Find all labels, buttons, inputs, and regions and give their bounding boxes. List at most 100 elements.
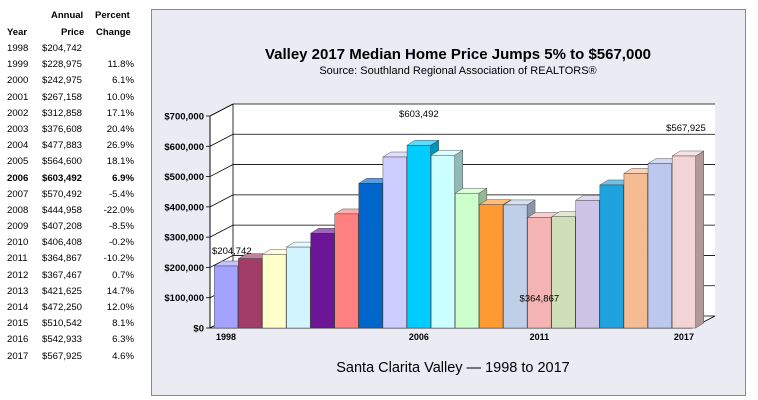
price-cell: $477,883 (42, 140, 83, 152)
chart-footer: Santa Clarita Valley — 1998 to 2017 (336, 360, 570, 376)
y-tick-label: $600,000 (164, 142, 204, 153)
y-tick-label: $400,000 (164, 202, 204, 213)
bar-chart: Valley 2017 Median Home Price Jumps 5% t… (164, 46, 716, 376)
header-annual: Annual (51, 10, 84, 21)
table-row: 2004 $477,883 26.9% (0, 138, 150, 154)
bar-side (695, 150, 704, 329)
bar-front (262, 254, 287, 329)
change-cell: -10.2% (103, 253, 134, 265)
year-cell: 2017 (7, 350, 29, 362)
change-cell: 10.0% (106, 91, 134, 103)
data-label-2011: $364,867 (520, 293, 560, 304)
year-cell: 1999 (7, 59, 29, 71)
table-row: 2001 $267,158 10.0% (0, 90, 150, 106)
year-cell: 2015 (7, 318, 29, 330)
table-row: 2003 $376,608 20.4% (0, 122, 150, 138)
header-change: Change (96, 27, 131, 38)
bar-front (358, 183, 383, 329)
x-tick-label: 1998 (216, 332, 236, 342)
price-cell: $406,408 (42, 237, 83, 249)
bar-front (406, 145, 431, 329)
price-cell: $367,467 (42, 269, 83, 281)
change-cell: 18.1% (106, 156, 134, 168)
data-label-2017: $567,925 (666, 123, 706, 134)
table-row: 2006 $603,492 6.9% (0, 171, 150, 187)
bar-2017 (671, 150, 705, 329)
gridline (209, 164, 715, 177)
year-cell: 2012 (7, 269, 29, 281)
price-cell: $472,250 (42, 302, 83, 313)
change-cell: 12.0% (106, 302, 134, 313)
table-row: 2011 $364,867 -10.2% (0, 251, 150, 267)
bar-front (455, 193, 480, 329)
change-cell: -0.2% (108, 237, 134, 249)
bar-front (503, 204, 528, 329)
price-table: Annual Percent Year Price Change 1998 $20… (0, 0, 150, 400)
price-cell: $570,492 (42, 188, 83, 200)
y-tick-label: $200,000 (164, 263, 204, 274)
price-cell: $564,600 (42, 156, 83, 168)
change-cell: -5.4% (108, 188, 134, 200)
price-cell: $407,208 (42, 221, 83, 233)
header-year: Year (7, 27, 28, 38)
bar-front (551, 216, 576, 329)
table-row: 1998 $204,742 (0, 41, 150, 57)
gridline (209, 194, 715, 208)
y-tick-label: $300,000 (164, 233, 204, 244)
bar-front (430, 155, 455, 329)
year-cell: 2004 (7, 140, 29, 152)
bar-front (527, 217, 552, 329)
year-cell: 2002 (7, 107, 29, 119)
year-cell: 2013 (7, 285, 29, 297)
table-body: 1998 $204,742 1999 $228,975 11.8% 2000 $242,97… (0, 41, 150, 365)
change-cell: 6.1% (112, 75, 134, 87)
gridline (209, 103, 715, 117)
bar-front (575, 200, 600, 329)
y-tick-label: $700,000 (164, 112, 204, 123)
gridline (209, 133, 715, 147)
table-row: 1999 $228,975 11.8% (0, 57, 150, 73)
price-cell: $567,925 (42, 350, 83, 362)
change-cell: -8.5% (108, 221, 134, 233)
bar-front (310, 233, 335, 329)
price-cell: $421,625 (42, 285, 83, 297)
x-tick-label: 2006 (409, 332, 429, 342)
bar-front (286, 246, 311, 329)
data-label-1998: $204,742 (212, 246, 252, 257)
year-cell: 2007 (7, 188, 29, 200)
bar-front (479, 204, 504, 329)
change-cell: -22.0% (103, 204, 134, 216)
y-tick-label: $100,000 (164, 293, 204, 304)
table-row: 2005 $564,600 18.1% (0, 154, 150, 170)
year-cell: 2003 (7, 123, 29, 135)
price-cell: $364,867 (42, 253, 83, 265)
table-row: 2017 $567,925 4.6% (0, 349, 150, 365)
price-cell: $312,858 (42, 107, 83, 119)
price-cell: $267,158 (42, 91, 83, 103)
y-tick-label: $500,000 (164, 172, 204, 183)
table-row: 2008 $444,958 -22.0% (0, 203, 150, 219)
table-row: 2007 $570,492 -5.4% (0, 187, 150, 203)
header-percent: Percent (95, 10, 130, 21)
header-price: Price (61, 27, 85, 38)
bar-front (623, 173, 648, 329)
price-cell: $204,742 (42, 43, 83, 54)
chart-title: Valley 2017 Median Home Price Jumps 5% t… (265, 46, 651, 63)
price-cell: $542,933 (42, 334, 83, 346)
chart-subtitle: Source: Southland Regional Association o… (319, 65, 596, 77)
table-row: 2000 $242,975 6.1% (0, 73, 150, 89)
table-row: 2013 $421,625 14.7% (0, 284, 150, 300)
change-cell: 17.1% (106, 107, 134, 119)
bar-front (647, 163, 672, 329)
year-cell: 2010 (7, 237, 29, 249)
price-cell: $242,975 (42, 75, 83, 87)
price-cell: $228,975 (42, 59, 83, 71)
data-label-2006: $603,492 (399, 109, 439, 120)
bar-front (599, 184, 624, 329)
price-cell: $376,608 (42, 123, 83, 135)
table-row: 2015 $510,542 8.1% (0, 316, 150, 332)
bar-front (671, 155, 696, 329)
year-cell: 2014 (7, 302, 29, 313)
price-cell: $510,542 (42, 318, 83, 330)
year-cell: 2011 (7, 253, 28, 265)
